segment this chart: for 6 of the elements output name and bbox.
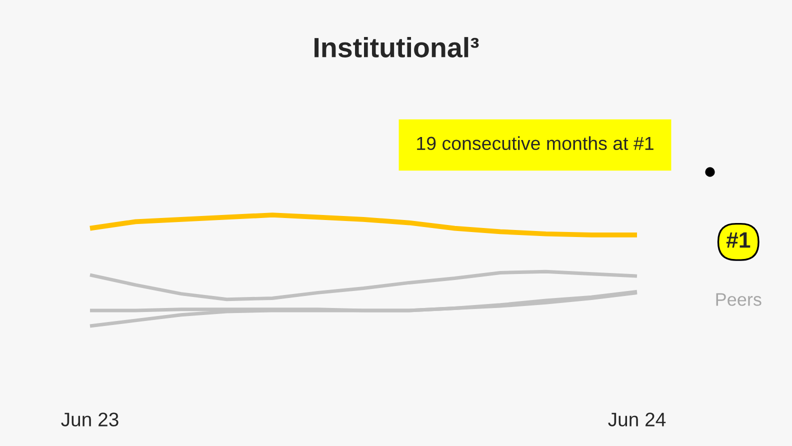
text: #1 — [726, 232, 750, 248]
text: 19 consecutive months at #1 — [417, 136, 654, 150]
chart-title: Institutional³ — [314, 37, 479, 58]
x-tick-label: Jun 24 — [608, 412, 666, 426]
x-tick-label: Jun 23 — [61, 412, 118, 426]
text: Peers — [716, 293, 762, 306]
